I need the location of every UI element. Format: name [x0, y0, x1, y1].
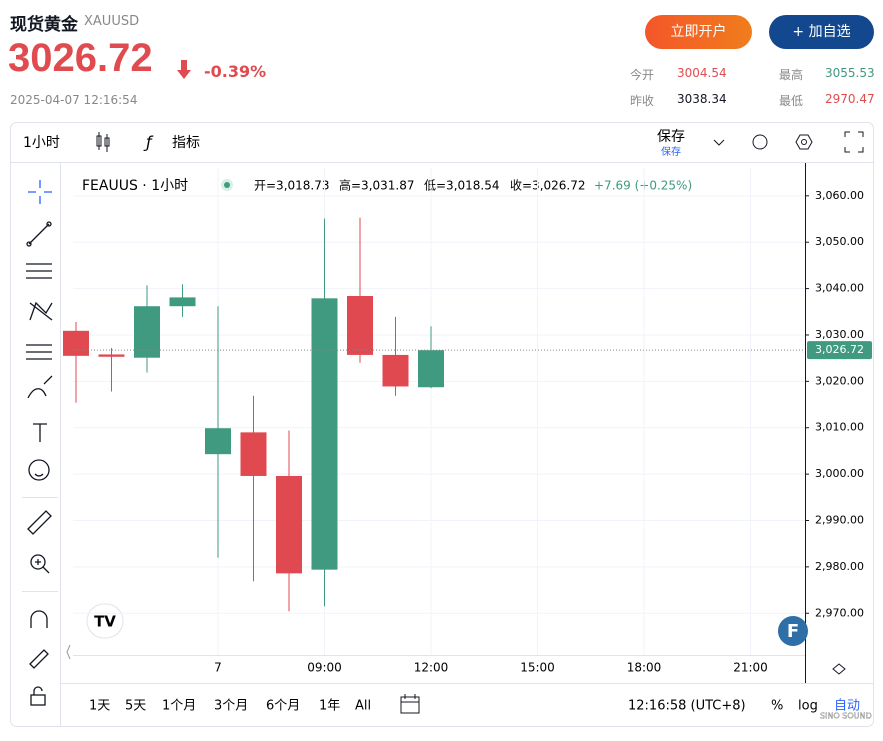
percent-toggle[interactable]: %	[771, 699, 783, 714]
dropdown-icon[interactable]	[713, 139, 725, 146]
tv-logo: TV	[94, 613, 116, 631]
legend-open: 开=3,018.73	[254, 179, 330, 193]
stat-label: 昨收	[630, 94, 655, 108]
y-tick-label: 3,020.00	[815, 374, 864, 387]
change: -0.39%	[204, 62, 267, 81]
candle-body	[205, 428, 231, 455]
settings-icon	[801, 139, 807, 145]
legend-low: 低=3,018.54	[424, 179, 500, 193]
x-tick-label: 7	[214, 661, 222, 675]
range-button[interactable]: 1天	[89, 699, 110, 714]
y-tick-label: 3,040.00	[815, 282, 864, 295]
axis-settings[interactable]	[832, 663, 846, 675]
range-button[interactable]: 5天	[125, 699, 146, 714]
candle-body	[276, 475, 302, 574]
candle-body	[134, 306, 160, 358]
fullscreen-icon[interactable]	[844, 131, 864, 153]
timestamp: 2025-04-07 12:16:54	[10, 93, 138, 107]
legend-close: 收=3,026.72	[510, 179, 586, 193]
candle-body	[240, 432, 267, 476]
clock: 12:16:58 (UTC+8)	[628, 699, 746, 714]
watchlist-button[interactable]: + 加自选	[769, 15, 874, 49]
range-button[interactable]: 3个月	[214, 699, 248, 714]
goto-date-icon[interactable]	[400, 694, 420, 714]
candle-body	[418, 350, 444, 388]
stat-value: 3004.54	[677, 66, 727, 80]
legend-change: +7.69 (+0.25%)	[594, 179, 692, 193]
settings-icon[interactable]	[795, 134, 813, 150]
fx-icon[interactable]: ƒ	[143, 133, 154, 152]
alert-icon[interactable]	[752, 134, 768, 150]
stat-value: 3055.53	[825, 66, 875, 80]
y-tick-label: 3,060.00	[815, 189, 864, 202]
range-button[interactable]: All	[355, 699, 371, 714]
y-tick-label: 3,010.00	[815, 421, 864, 434]
range-button[interactable]: 1个月	[162, 699, 196, 714]
last-price-label: 3,026.72	[815, 343, 864, 356]
x-tick-label: 15:00	[520, 661, 555, 675]
range-button[interactable]: 1年	[319, 699, 340, 714]
x-tick-label: 09:00	[307, 661, 342, 675]
candle-body	[311, 298, 338, 570]
tv-logo[interactable]	[86, 603, 124, 639]
log-toggle[interactable]: log	[798, 699, 818, 714]
y-tick-label: 2,980.00	[815, 560, 864, 573]
interval[interactable]: 1小时	[23, 135, 60, 151]
stat-label: 今开	[630, 68, 655, 82]
candle-body	[382, 354, 409, 387]
candle-body	[63, 330, 89, 356]
drawing-tools[interactable]	[26, 180, 53, 706]
stat-value: 2970.47	[825, 92, 875, 106]
last-price-box	[807, 341, 872, 360]
auto-toggle[interactable]: 自动	[834, 699, 860, 714]
y-tick-label: 2,990.00	[815, 513, 864, 526]
legend-high: 高=3,031.87	[339, 178, 415, 193]
collapse-handle[interactable]	[66, 644, 71, 660]
y-tick-label: 2,970.00	[815, 606, 864, 619]
candle-body	[98, 354, 125, 357]
candle-body	[347, 296, 373, 355]
save-sub: 保存	[661, 145, 681, 158]
legend-symbol: FEAUUS · 1小时	[82, 178, 188, 194]
stat-label: 最低	[779, 94, 804, 108]
symbol: XAUUSD	[84, 14, 140, 29]
f-logo	[778, 616, 808, 646]
x-tick-label: 18:00	[627, 661, 662, 675]
panel-border	[10, 122, 874, 727]
status-dot	[224, 182, 230, 188]
title: 现货黄金	[10, 15, 78, 35]
open-account-button[interactable]: 立即开户	[645, 15, 752, 49]
price: 3026.72	[8, 36, 153, 80]
candle-body	[169, 297, 196, 307]
candle-icon[interactable]	[96, 132, 110, 152]
y-tick-label: 3,030.00	[815, 328, 864, 341]
indicators[interactable]: 指标	[172, 135, 200, 151]
f-logo: F	[787, 621, 799, 642]
y-tick-label: 3,000.00	[815, 467, 864, 480]
range-button[interactable]: 6个月	[266, 699, 300, 714]
stat-label: 最高	[779, 68, 804, 82]
stat-value: 3038.34	[677, 92, 727, 106]
x-tick-label: 21:00	[733, 661, 768, 675]
save[interactable]: 保存	[657, 129, 685, 145]
y-tick-label: 3,050.00	[815, 235, 864, 248]
down-arrow	[177, 60, 191, 79]
x-tick-label: 12:00	[414, 661, 449, 675]
watermark: SINO SOUND	[820, 712, 872, 721]
